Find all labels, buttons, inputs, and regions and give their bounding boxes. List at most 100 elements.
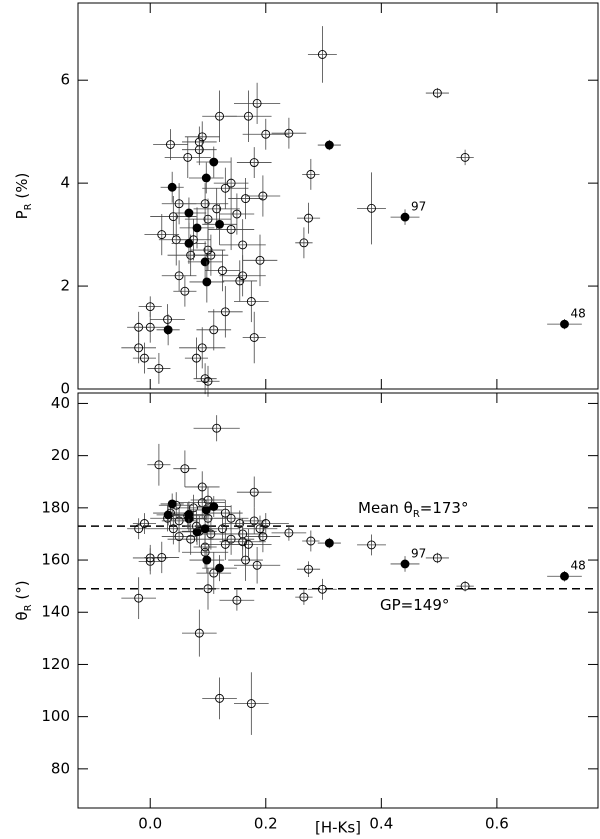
data-point xyxy=(215,219,225,229)
data-point xyxy=(560,319,569,329)
data-point xyxy=(367,540,376,550)
data-point xyxy=(226,178,236,188)
data-point xyxy=(189,503,199,513)
data-point xyxy=(209,325,219,335)
data-point xyxy=(432,553,442,563)
data-point xyxy=(432,88,442,98)
data-point xyxy=(134,593,144,603)
data-point xyxy=(203,245,213,255)
data-point xyxy=(238,271,248,281)
data-point xyxy=(241,194,251,204)
data-point xyxy=(215,693,225,703)
data-point xyxy=(220,508,230,518)
point-label: 48 xyxy=(570,307,585,321)
data-point xyxy=(145,322,155,332)
label-rest: (%) xyxy=(13,173,31,204)
data-point xyxy=(209,502,219,511)
data-point xyxy=(217,266,227,276)
data-point xyxy=(145,553,155,563)
data-point xyxy=(145,302,155,312)
data-point xyxy=(324,538,334,548)
y-axis-label: θR (°) xyxy=(13,580,34,620)
x-tick-label: 0.6 xyxy=(485,815,509,833)
data-point xyxy=(226,225,236,234)
data-point xyxy=(197,343,207,353)
label-main: GP=149° xyxy=(380,595,449,613)
data-point xyxy=(238,240,248,250)
data-point xyxy=(202,555,212,565)
data-point xyxy=(284,528,294,538)
data-point xyxy=(201,505,211,515)
data-point xyxy=(235,276,245,286)
data-point xyxy=(324,140,334,150)
data-point xyxy=(560,571,569,581)
y-tick-label: 100 xyxy=(41,707,70,725)
data-point xyxy=(226,534,236,544)
data-point xyxy=(304,564,313,574)
x-tick-label: 0.2 xyxy=(254,815,278,833)
label-main: θ xyxy=(13,611,31,620)
data-point xyxy=(215,563,225,573)
point-label: 97 xyxy=(411,200,426,214)
data-point xyxy=(139,519,149,528)
y-tick-label: 120 xyxy=(41,655,70,673)
data-point xyxy=(174,516,184,526)
data-point xyxy=(165,140,175,149)
label-sub: R xyxy=(413,509,420,520)
y-tick-label: 140 xyxy=(41,603,70,621)
data-point xyxy=(261,519,271,528)
data-point xyxy=(252,98,262,108)
data-point xyxy=(238,537,248,547)
data-point xyxy=(167,182,177,192)
data-point xyxy=(284,128,294,138)
x-tick-label: 0.0 xyxy=(138,815,162,833)
y-tick-label: 0 xyxy=(60,380,70,398)
reference-label: Mean θR=173° xyxy=(358,499,468,520)
y-tick-label: 160 xyxy=(41,551,70,569)
data-point xyxy=(157,230,167,240)
data-point xyxy=(306,536,316,546)
data-point xyxy=(400,559,410,569)
data-point xyxy=(180,464,190,474)
data-point xyxy=(252,560,262,570)
data-point xyxy=(209,568,219,578)
data-point xyxy=(197,132,207,142)
data-point xyxy=(206,250,216,260)
data-point xyxy=(249,333,259,342)
data-point xyxy=(246,699,256,709)
reference-label: GP=149° xyxy=(380,595,449,613)
label-rest: =173° xyxy=(420,499,469,517)
data-point xyxy=(317,50,327,59)
data-point xyxy=(226,513,236,523)
data-point xyxy=(180,286,190,296)
data-point xyxy=(157,552,167,562)
data-point xyxy=(460,152,470,162)
data-point xyxy=(241,555,251,565)
x-tick-label: 0.4 xyxy=(369,815,393,833)
data-point xyxy=(184,509,194,519)
label-sub: R xyxy=(23,203,34,210)
data-point xyxy=(212,423,222,433)
data-point xyxy=(220,183,230,193)
data-point xyxy=(261,129,271,139)
data-point xyxy=(174,271,184,281)
data-point xyxy=(167,499,177,509)
y-tick-label: 80 xyxy=(51,759,70,777)
data-point xyxy=(232,209,242,219)
data-point xyxy=(304,213,313,223)
y-tick-label: 40 xyxy=(51,394,70,412)
data-point xyxy=(154,460,164,470)
data-point xyxy=(163,315,173,324)
data-point xyxy=(186,534,196,544)
plot-frame xyxy=(77,2,599,390)
data-point xyxy=(200,374,210,384)
data-point xyxy=(203,495,213,505)
data-point xyxy=(212,204,222,214)
data-point xyxy=(168,524,178,534)
data-point xyxy=(191,353,201,363)
data-point xyxy=(201,173,211,183)
point-label: 48 xyxy=(570,559,585,573)
data-point xyxy=(306,169,316,179)
data-point xyxy=(200,199,210,209)
